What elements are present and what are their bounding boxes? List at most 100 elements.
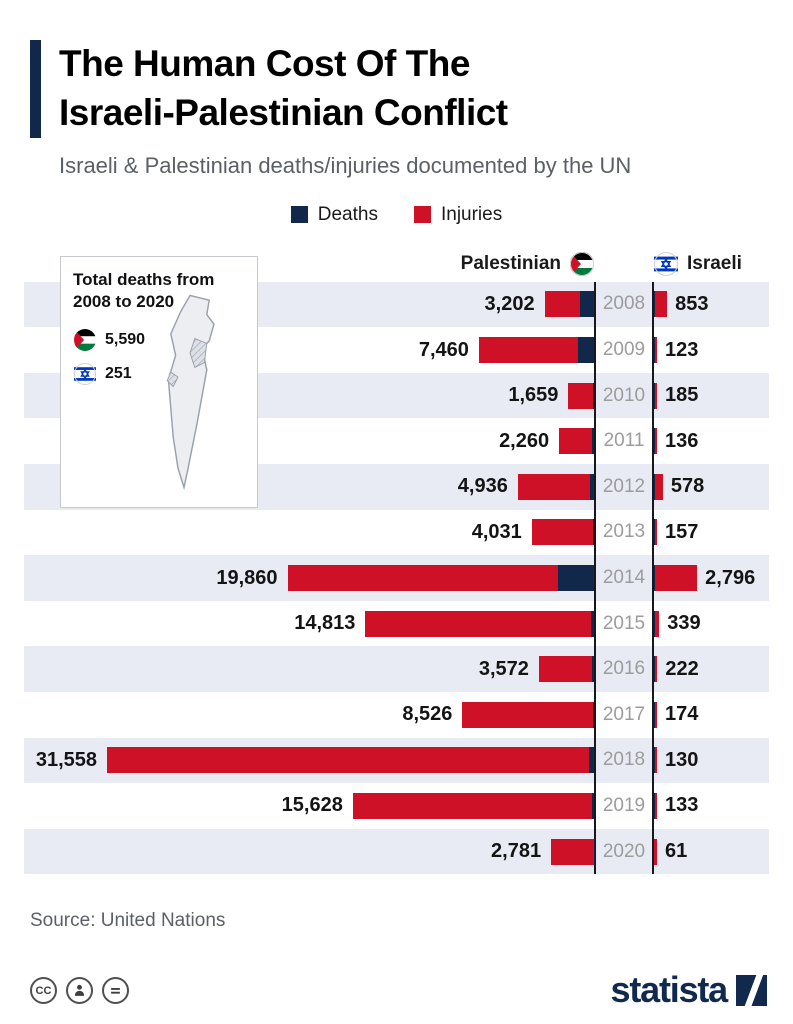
palestinian-bar xyxy=(478,337,594,364)
palestinian-side: 2,781 xyxy=(24,829,594,875)
legend-injuries-label: Injuries xyxy=(440,203,503,225)
israeli-value: 2,796 xyxy=(705,566,756,589)
israeli-side: 222 xyxy=(654,646,769,692)
israeli-bar xyxy=(654,610,660,637)
palestinian-value: 31,558 xyxy=(35,748,97,771)
palestinian-deaths-segment xyxy=(591,610,594,637)
chart-row-2017: 8,526 2017 174 xyxy=(24,692,769,738)
israeli-bar xyxy=(654,473,663,500)
israeli-value: 61 xyxy=(665,840,688,863)
israeli-value: 185 xyxy=(665,384,699,407)
year-label: 2011 xyxy=(594,418,654,465)
palestinian-bar xyxy=(538,656,594,683)
header: The Human Cost Of The Israeli-Palestinia… xyxy=(0,0,793,138)
palestinian-side: 1,659 xyxy=(24,373,594,419)
palestinian-deaths-segment xyxy=(592,382,594,409)
attribution-person-icon[interactable] xyxy=(66,977,93,1004)
palestinian-deaths-segment xyxy=(592,656,594,683)
israeli-bar xyxy=(654,838,657,865)
inset-israeli-total: 251 xyxy=(74,362,132,385)
title-accent-bar xyxy=(30,40,41,138)
israeli-bar xyxy=(654,428,657,455)
israeli-deaths-segment xyxy=(654,291,655,318)
chart-row-2014: 19,860 2014 2,796 xyxy=(24,555,769,601)
palestinian-deaths-segment xyxy=(577,337,594,364)
palestinian-deaths-segment xyxy=(593,519,594,546)
statista-square-slash-icon xyxy=(736,975,767,1006)
israeli-bar xyxy=(654,382,657,409)
equal-lines-icon[interactable] xyxy=(102,977,129,1004)
inset-title-line-2: 2008 to 2020 xyxy=(73,292,175,312)
chart-row-2020: 2,781 2020 61 xyxy=(24,828,769,875)
cc-glyph: CC xyxy=(35,984,52,997)
chart-row-2018: 31,558 2018 130 xyxy=(24,737,769,784)
year-label: 2019 xyxy=(594,783,654,829)
israeli-bar xyxy=(654,792,657,819)
palestinian-side: 7,460 xyxy=(24,327,594,373)
palestinian-side: 14,813 xyxy=(24,601,594,647)
chart-row-2016: 3,572 2016 222 xyxy=(24,646,769,692)
palestinian-value: 2,781 xyxy=(491,840,542,863)
year-label: 2013 xyxy=(594,509,654,556)
year-label: 2009 xyxy=(594,327,654,373)
palestinian-value: 15,628 xyxy=(281,794,343,817)
israeli-value: 853 xyxy=(675,292,709,315)
palestinian-value: 3,202 xyxy=(484,292,535,315)
palestinian-value: 4,031 xyxy=(471,520,522,543)
israeli-bar xyxy=(654,701,657,728)
inset-title-line-1: Total deaths from xyxy=(73,269,215,289)
israeli-deaths-segment xyxy=(654,565,656,592)
palestinian-deaths-segment xyxy=(590,473,594,500)
palestinian-flag-icon xyxy=(74,328,96,351)
palestinian-value: 14,813 xyxy=(294,612,356,635)
title-line-1: The Human Cost Of The xyxy=(59,43,470,84)
palestinian-deaths-segment xyxy=(589,747,594,774)
palestinian-deaths-segment xyxy=(592,701,594,728)
palestinian-deaths-segment xyxy=(591,792,594,819)
chart-row-2019: 15,628 2019 133 xyxy=(24,783,769,829)
creative-commons-icon[interactable]: CC xyxy=(30,977,57,1004)
palestinian-value: 3,572 xyxy=(478,657,529,680)
palestinian-deaths-segment xyxy=(592,428,594,455)
footer-bar: CC statista xyxy=(30,969,767,1011)
year-label: 2012 xyxy=(594,464,654,510)
israeli-value: 123 xyxy=(665,338,699,361)
israeli-bar xyxy=(654,337,657,364)
chart-row-2011: 2,260 2011 136 xyxy=(24,418,769,465)
palestinian-side: 31,558 xyxy=(24,738,594,784)
palestinian-side: 4,031 xyxy=(24,510,594,556)
israeli-side: 174 xyxy=(654,692,769,738)
palestinian-bar xyxy=(544,291,594,318)
israeli-bar xyxy=(654,291,668,318)
statista-wordmark: statista xyxy=(610,969,729,1011)
israeli-value: 133 xyxy=(665,794,699,817)
palestinian-side: 3,572 xyxy=(24,646,594,692)
year-label: 2014 xyxy=(594,555,654,601)
palestinian-bar xyxy=(462,701,594,728)
statista-logo[interactable]: statista xyxy=(610,969,767,1011)
israeli-value: 130 xyxy=(665,748,699,771)
palestinian-value: 7,460 xyxy=(418,338,469,361)
palestinian-side: 4,936 xyxy=(24,464,594,510)
palestinian-bar xyxy=(365,610,594,637)
injuries-swatch-icon xyxy=(413,206,431,224)
israeli-side: 61 xyxy=(654,829,769,875)
israeli-side: 2,796 xyxy=(654,555,769,601)
palestinian-label: Palestinian xyxy=(460,252,561,274)
israeli-value: 222 xyxy=(665,657,699,680)
palestinian-bar xyxy=(531,519,594,546)
chart-row-2015: 14,813 2015 339 xyxy=(24,600,769,647)
palestinian-deaths-segment xyxy=(558,565,594,592)
israeli-flag-icon xyxy=(654,251,678,276)
israeli-bar xyxy=(654,565,698,592)
year-label: 2008 xyxy=(594,281,654,328)
palestinian-value: 2,260 xyxy=(499,429,550,452)
page-title: The Human Cost Of The Israeli-Palestinia… xyxy=(59,40,508,138)
year-label: 2017 xyxy=(594,692,654,738)
israeli-side: 123 xyxy=(654,327,769,373)
column-headers: Palestinian Israeli xyxy=(24,246,769,282)
palestinian-bar xyxy=(352,792,594,819)
palestinian-bar xyxy=(107,747,594,774)
israeli-side: 853 xyxy=(654,282,769,328)
palestinian-side: 19,860 xyxy=(24,555,594,601)
